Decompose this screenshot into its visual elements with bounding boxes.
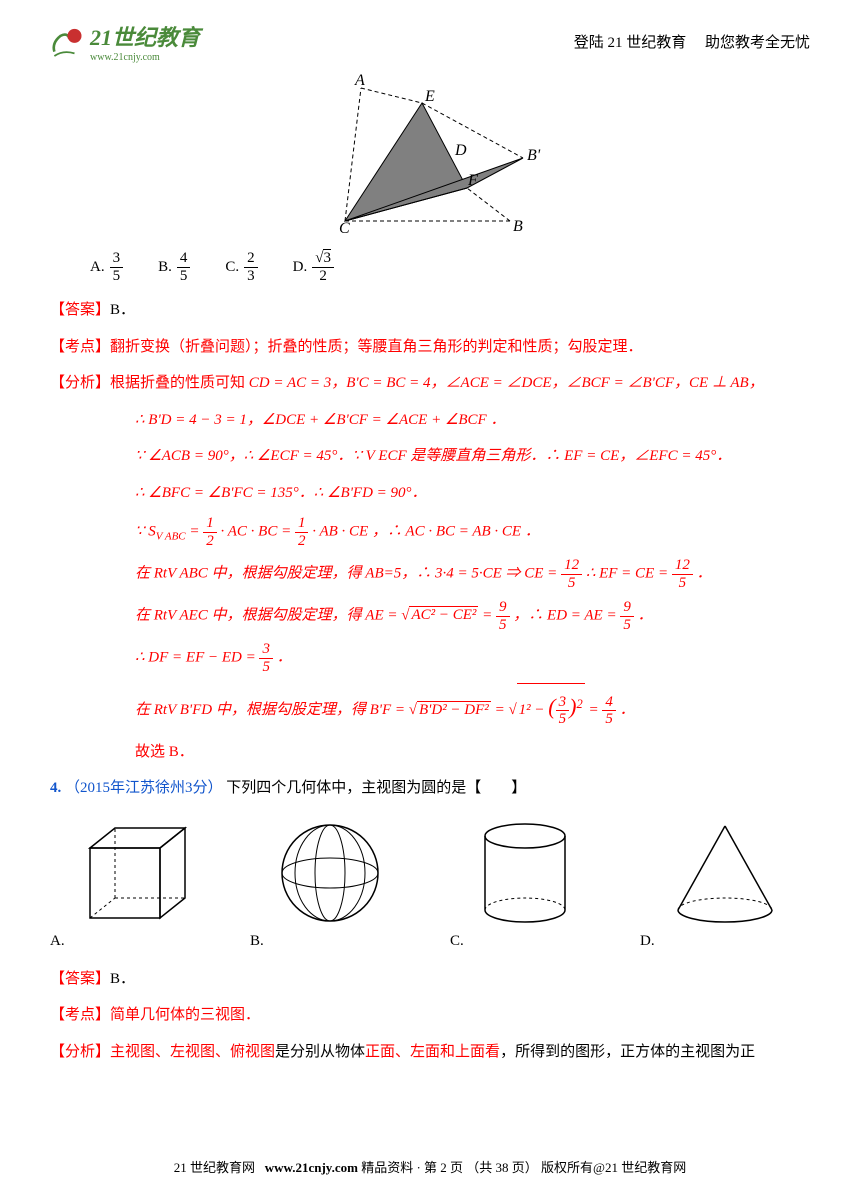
fenxi-line3: ∵ ∠ACB = 90°，∴ ∠ECF = 45°．∵ V ECF 是等腰直角三… bbox=[50, 442, 810, 471]
page-footer: 21 世纪教育网 www.21cnjy.com 精品资料 · 第 2 页 （共 … bbox=[0, 1157, 860, 1176]
fenxi-line2: ∴ B'D = 4 − 3 = 1，∠DCE + ∠B'CF = ∠ACE + … bbox=[50, 406, 810, 435]
page-header: 21世纪教育 www.21cnjy.com 登陆 21 世纪教育 助您教考全无忧 bbox=[50, 20, 810, 63]
label-Bp: B' bbox=[527, 147, 541, 164]
logo-main-text: 21世纪教育 bbox=[90, 20, 200, 52]
fenxi-line6: 在 RtV ABC 中，根据勾股定理，得 AB=5，∴ 3·4 = 5·CE ⇒… bbox=[50, 557, 810, 591]
fenxi2-prefix: 【分析】 bbox=[50, 1044, 110, 1060]
fenxi-line1: 【分析】根据折叠的性质可知 CD = AC = 3，B'C = BC = 4，∠… bbox=[50, 369, 810, 398]
solid-cube: A. bbox=[70, 818, 190, 950]
logo: 21世纪教育 www.21cnjy.com bbox=[50, 20, 200, 63]
fenxi-prefix: 【分析】 bbox=[50, 375, 110, 391]
option-C: C. 23 bbox=[225, 250, 257, 284]
q4-num: 4. bbox=[50, 780, 61, 796]
answer-prefix: 【答案】 bbox=[50, 302, 110, 318]
label-E: E bbox=[424, 88, 435, 105]
kaodian2-text: 简单几何体的三视图． bbox=[110, 1007, 260, 1023]
solid-sphere: B. bbox=[270, 818, 390, 950]
answer-value: B． bbox=[110, 302, 135, 318]
logo-url: www.21cnjy.com bbox=[90, 52, 200, 63]
label-C: C bbox=[339, 220, 350, 233]
triangle-fold-diagram: A E D B' F B C bbox=[50, 73, 810, 238]
logo-icon bbox=[50, 24, 85, 59]
kaodian2-block: 【考点】简单几何体的三视图． bbox=[50, 1001, 810, 1030]
kaodian-prefix: 【考点】 bbox=[50, 339, 110, 355]
fenxi2-block: 【分析】主视图、左视图、俯视图是分别从物体正面、左面和上面看，所得到的图形，正方… bbox=[50, 1038, 810, 1067]
fenxi-line8: ∴ DF = EF − ED = 35 ． bbox=[50, 641, 810, 675]
solid-cylinder: C. bbox=[470, 818, 580, 950]
label-A: A bbox=[354, 73, 365, 89]
label-F: F bbox=[467, 172, 478, 189]
kaodian-block: 【考点】翻折变换（折叠问题）；折叠的性质；等腰直角三角形的判定和性质；勾股定理． bbox=[50, 333, 810, 362]
q4-text: 下列四个几何体中，主视图为圆的是【 】 bbox=[226, 780, 526, 796]
solid-cone: D. bbox=[660, 818, 790, 950]
answer2-block: 【答案】B． bbox=[50, 965, 810, 994]
option-B: B. 45 bbox=[158, 250, 190, 284]
footer-url: www.21cnjy.com bbox=[265, 1160, 358, 1175]
question-4: 4. （2015年江苏徐州3分） 下列四个几何体中，主视图为圆的是【 】 bbox=[50, 774, 810, 803]
label-D: D bbox=[454, 142, 467, 159]
fenxi-line7: 在 RtV AEC 中，根据勾股定理，得 AE = √AC² − CE² = 9… bbox=[50, 599, 810, 633]
footer-site-label: 21 世纪教育网 bbox=[174, 1160, 255, 1175]
answer2-prefix: 【答案】 bbox=[50, 971, 110, 987]
kaodian2-prefix: 【考点】 bbox=[50, 1007, 110, 1023]
answer2-value: B． bbox=[110, 971, 135, 987]
label-B: B bbox=[513, 218, 523, 233]
option-D: D. √32 bbox=[293, 250, 334, 284]
fenxi-line10: 故选 B． bbox=[50, 738, 810, 767]
option-A: A. 35 bbox=[90, 250, 123, 284]
header-right-text: 登陆 21 世纪教育 助您教考全无忧 bbox=[574, 31, 810, 52]
solids-diagrams: A. B. C. D. bbox=[70, 818, 790, 950]
fenxi-line4: ∴ ∠BFC = ∠B'FC = 135°．∴ ∠B'FD = 90°． bbox=[50, 479, 810, 508]
fenxi-line5: ∵ SV ABC = 12 · AC · BC = 12 · AB · CE ，… bbox=[50, 515, 810, 549]
answer-block: 【答案】B． bbox=[50, 296, 810, 325]
fenxi-line9: 在 RtV B'FD 中，根据勾股定理，得 B'F = √B'D² − DF² … bbox=[50, 683, 810, 730]
q4-src: （2015年江苏徐州3分） bbox=[65, 780, 223, 796]
footer-text: 精品资料 · 第 2 页 （共 38 页） 版权所有@21 世纪教育网 bbox=[361, 1160, 686, 1175]
kaodian-text: 翻折变换（折叠问题）；折叠的性质；等腰直角三角形的判定和性质；勾股定理． bbox=[110, 339, 643, 355]
answer-options: A. 35 B. 45 C. 23 D. √32 bbox=[90, 250, 810, 284]
